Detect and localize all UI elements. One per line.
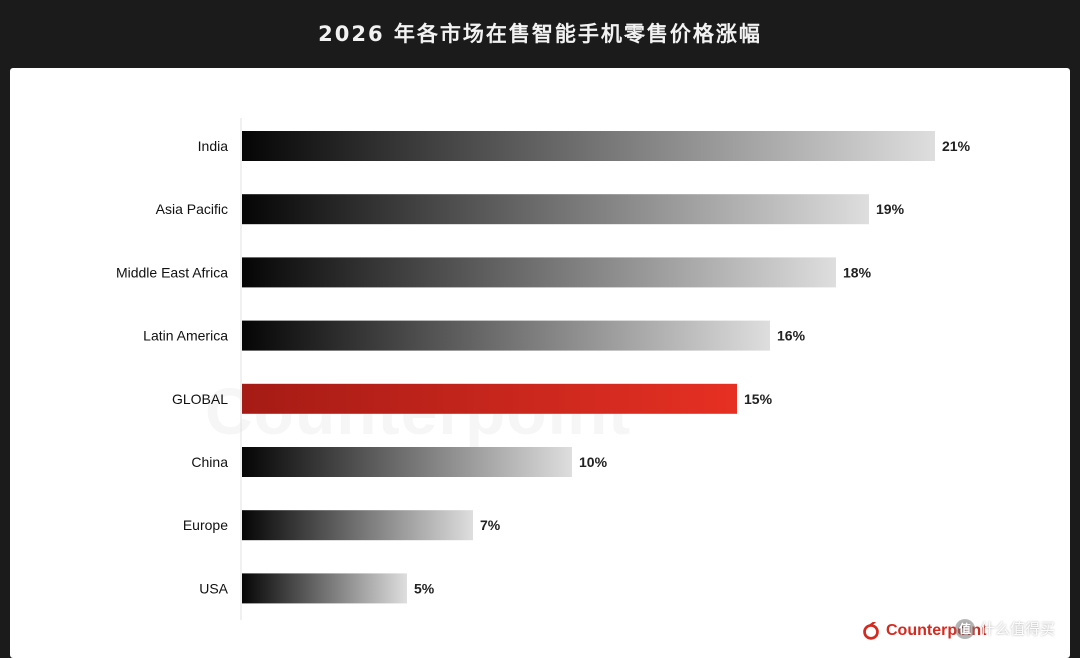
source-credit: 值 什么值得买 — [955, 618, 1055, 639]
credit-text: 什么值得买 — [980, 620, 1056, 638]
value-label: 18% — [843, 264, 872, 280]
header: 2026 年各市场在售智能手机零售价格涨幅 — [0, 0, 1080, 66]
bar — [242, 194, 869, 225]
bar — [242, 510, 473, 541]
category-label: Europe — [183, 517, 228, 533]
bar — [242, 131, 935, 161]
bar — [242, 573, 407, 604]
category-label: Asia Pacific — [156, 201, 228, 217]
bar — [242, 447, 572, 477]
counterpoint-logo-icon — [863, 622, 879, 640]
value-label: 21% — [942, 138, 971, 154]
bar — [242, 320, 770, 351]
value-label: 5% — [414, 580, 435, 596]
value-label: 15% — [744, 391, 773, 407]
category-label: GLOBAL — [172, 391, 228, 407]
chart-title: 2026 年各市场在售智能手机零售价格涨幅 — [318, 22, 762, 46]
value-label: 10% — [579, 454, 608, 470]
bar — [242, 257, 836, 288]
category-label: Latin America — [143, 328, 228, 344]
category-label: China — [191, 454, 228, 470]
chart-panel: Counterpoint — [10, 68, 1070, 658]
credit-badge-icon: 值 — [955, 618, 975, 639]
category-label: USA — [199, 580, 228, 596]
value-label: 7% — [480, 517, 501, 533]
value-label: 19% — [876, 201, 905, 217]
category-label: Middle East Africa — [116, 264, 228, 280]
category-label: India — [198, 138, 229, 154]
value-label: 16% — [777, 328, 806, 344]
bar-highlight — [242, 383, 737, 414]
